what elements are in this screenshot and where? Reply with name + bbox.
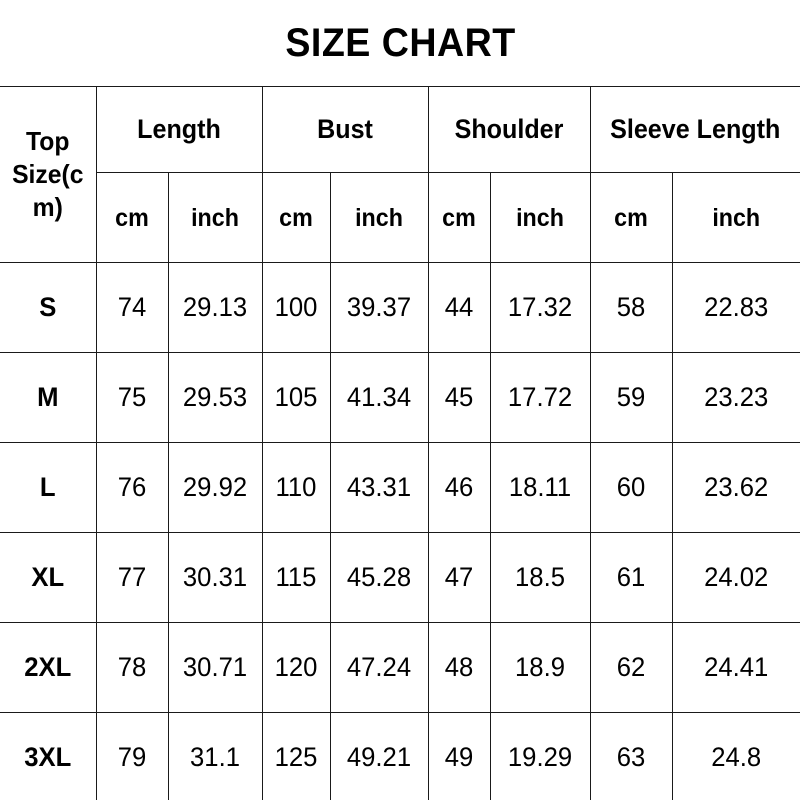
cell-bust-cm: 125 <box>263 712 329 800</box>
cell-bust-cm: 105 <box>263 352 329 443</box>
header-unit-bust-inch: inch <box>332 172 426 263</box>
cell-length-inch: 29.13 <box>169 262 261 353</box>
header-group-shoulder: Shoulder <box>433 86 585 173</box>
cell-sleeve-inch: 24.8 <box>674 712 797 800</box>
cell-bust-inch: 45.28 <box>331 532 427 623</box>
header-top-size: Top Size(c m) <box>2 86 95 263</box>
header-unit-sleeve-cm: cm <box>592 172 670 263</box>
size-chart-table-container: Top Size(c m) Length Bust Shoulder Sleev… <box>0 86 800 800</box>
header-unit-shoulder-inch: inch <box>493 172 587 263</box>
cell-shoulder-inch: 18.11 <box>492 442 589 533</box>
cell-length-cm: 76 <box>97 442 167 533</box>
table-row: M 75 29.53 105 41.34 45 17.72 59 23.23 <box>0 352 800 443</box>
page-title-container: SIZE CHART <box>0 0 800 86</box>
cell-sleeve-cm: 59 <box>591 352 671 443</box>
cell-size: XL <box>2 532 95 623</box>
cell-sleeve-cm: 58 <box>591 262 671 353</box>
header-group-length: Length <box>101 86 257 173</box>
cell-length-inch: 31.1 <box>169 712 261 800</box>
header-top-size-line3: m) <box>32 192 63 223</box>
cell-size: M <box>2 352 95 443</box>
table-row: 3XL 79 31.1 125 49.21 49 19.29 63 24.8 <box>0 712 800 800</box>
cell-length-inch: 30.31 <box>169 532 261 623</box>
header-unit-length-cm: cm <box>98 172 166 263</box>
cell-bust-cm: 110 <box>263 442 329 533</box>
cell-sleeve-inch: 24.41 <box>674 622 797 713</box>
cell-bust-inch: 43.31 <box>331 442 427 533</box>
header-unit-shoulder-cm: cm <box>429 172 489 263</box>
cell-sleeve-inch: 24.02 <box>674 532 797 623</box>
cell-bust-inch: 49.21 <box>331 712 427 800</box>
cell-shoulder-cm: 46 <box>429 442 489 533</box>
header-top-size-line2: Size(c <box>12 158 84 189</box>
cell-shoulder-cm: 44 <box>429 262 489 353</box>
table-head: Top Size(c m) Length Bust Shoulder Sleev… <box>0 86 800 263</box>
cell-shoulder-cm: 47 <box>429 532 489 623</box>
table-header-group-row: Top Size(c m) Length Bust Shoulder Sleev… <box>0 86 800 263</box>
header-unit-sleeve-inch: inch <box>676 172 796 263</box>
header-unit-bust-cm: cm <box>263 172 329 263</box>
header-unit-length-inch: inch <box>170 172 260 263</box>
cell-shoulder-inch: 19.29 <box>492 712 589 800</box>
cell-bust-cm: 120 <box>263 622 329 713</box>
cell-shoulder-cm: 45 <box>429 352 489 443</box>
header-group-bust: Bust <box>267 86 423 173</box>
cell-shoulder-cm: 49 <box>429 712 489 800</box>
cell-size: 3XL <box>2 712 95 800</box>
header-top-size-line1: Top <box>26 125 70 156</box>
cell-sleeve-cm: 62 <box>591 622 671 713</box>
cell-sleeve-inch: 22.83 <box>674 262 797 353</box>
cell-sleeve-cm: 60 <box>591 442 671 533</box>
cell-bust-cm: 100 <box>263 262 329 353</box>
cell-bust-inch: 41.34 <box>331 352 427 443</box>
table-header-unit-row: cm inch cm inch cm inch cm inch <box>0 172 800 263</box>
cell-shoulder-inch: 18.5 <box>492 532 589 623</box>
cell-sleeve-cm: 63 <box>591 712 671 800</box>
cell-length-inch: 30.71 <box>169 622 261 713</box>
cell-size: S <box>2 262 95 353</box>
table-row: L 76 29.92 110 43.31 46 18.11 60 23.62 <box>0 442 800 533</box>
header-group-sleeve-length: Sleeve Length <box>596 86 793 173</box>
cell-bust-cm: 115 <box>263 532 329 623</box>
cell-length-cm: 77 <box>97 532 167 623</box>
cell-length-cm: 74 <box>97 262 167 353</box>
cell-length-cm: 75 <box>97 352 167 443</box>
cell-sleeve-inch: 23.62 <box>674 442 797 533</box>
table-row: S 74 29.13 100 39.37 44 17.32 58 22.83 <box>0 262 800 353</box>
size-chart-table: Top Size(c m) Length Bust Shoulder Sleev… <box>0 86 800 800</box>
cell-sleeve-cm: 61 <box>591 532 671 623</box>
cell-length-cm: 79 <box>97 712 167 800</box>
cell-length-cm: 78 <box>97 622 167 713</box>
cell-bust-inch: 47.24 <box>331 622 427 713</box>
cell-shoulder-cm: 48 <box>429 622 489 713</box>
cell-length-inch: 29.92 <box>169 442 261 533</box>
table-row: XL 77 30.31 115 45.28 47 18.5 61 24.02 <box>0 532 800 623</box>
table-row: 2XL 78 30.71 120 47.24 48 18.9 62 24.41 <box>0 622 800 713</box>
cell-length-inch: 29.53 <box>169 352 261 443</box>
cell-bust-inch: 39.37 <box>331 262 427 353</box>
cell-size: L <box>2 442 95 533</box>
cell-shoulder-inch: 18.9 <box>492 622 589 713</box>
table-body: S 74 29.13 100 39.37 44 17.32 58 22.83 M… <box>0 262 800 800</box>
page-title: SIZE CHART <box>284 21 516 65</box>
cell-shoulder-inch: 17.72 <box>492 352 589 443</box>
cell-size: 2XL <box>2 622 95 713</box>
cell-sleeve-inch: 23.23 <box>674 352 797 443</box>
cell-shoulder-inch: 17.32 <box>492 262 589 353</box>
